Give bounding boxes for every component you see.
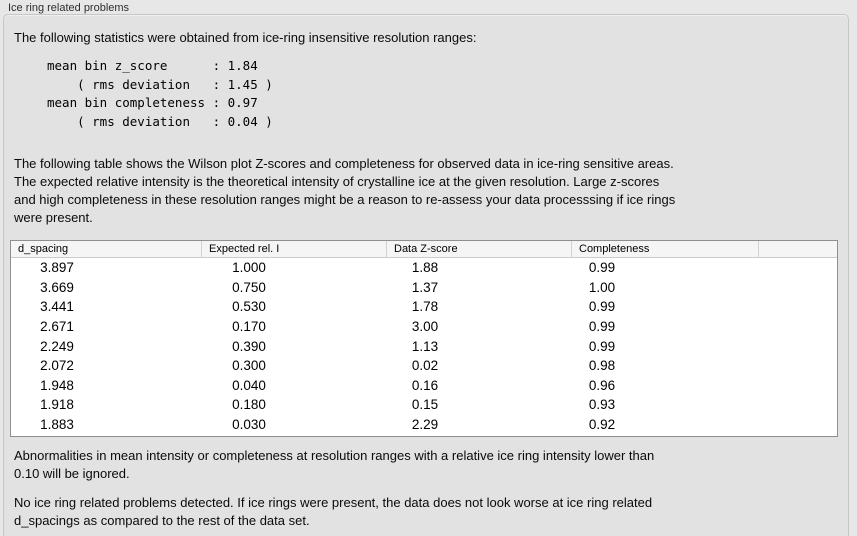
table-cell: 0.030 — [232, 417, 266, 433]
table-row[interactable]: 3.897 1.000 1.88 0.99 — [11, 258, 837, 278]
table-body: 3.897 1.000 1.88 0.99 3.669 0.750 1.37 1.00 3.44… — [11, 258, 837, 436]
table-cell: 0.98 — [588, 358, 616, 374]
table-row[interactable]: 3.441 0.530 1.78 0.99 — [11, 297, 837, 317]
column-header-d-spacing[interactable]: d_spacing — [18, 243, 69, 255]
table-cell: 0.99 — [588, 260, 616, 276]
table-cell: 2.072 — [40, 358, 74, 374]
table-cell: 0.170 — [232, 319, 266, 335]
table-cell: 1.000 — [232, 260, 266, 276]
table-cell-empty — [758, 415, 837, 435]
table-cell: 0.02 — [411, 358, 439, 374]
table-cell: 3.669 — [40, 279, 74, 295]
table-cell-empty — [758, 258, 837, 278]
table-cell: 1.948 — [40, 377, 74, 393]
table-row[interactable]: 2.249 0.390 1.13 0.99 — [11, 336, 837, 356]
table-cell: 0.99 — [588, 319, 616, 335]
table-cell: 0.040 — [232, 377, 266, 393]
table-cell-empty — [758, 278, 837, 298]
table-cell: 1.918 — [40, 397, 74, 413]
table-cell: 1.37 — [411, 279, 439, 295]
table-cell: 1.13 — [411, 338, 439, 354]
table-cell: 1.00 — [588, 279, 616, 295]
table-cell: 0.300 — [232, 358, 266, 374]
table-cell: 3.897 — [40, 260, 74, 276]
table-cell-empty — [758, 356, 837, 376]
column-header-expected-rel-i[interactable]: Expected rel. I — [201, 241, 386, 257]
table-cell: 0.92 — [588, 417, 616, 433]
table-cell: 3.441 — [40, 299, 74, 315]
table-cell-empty — [758, 317, 837, 337]
table-cell-empty — [758, 297, 837, 317]
table-cell: 0.750 — [232, 279, 266, 295]
table-cell: 0.93 — [588, 397, 616, 413]
table-cell: 1.883 — [40, 417, 74, 433]
ice-ring-table: d_spacing Expected rel. I Data Z-score C… — [10, 240, 838, 437]
table-cell: 0.96 — [588, 377, 616, 393]
table-row[interactable]: 2.671 0.170 3.00 0.99 — [11, 317, 837, 337]
stats-intro-text: The following statistics were obtained f… — [14, 30, 477, 45]
table-row[interactable]: 2.072 0.300 0.02 0.98 — [11, 356, 837, 376]
groupbox-title: Ice ring related problems — [8, 2, 130, 14]
table-cell: 2.29 — [411, 417, 439, 433]
bin-statistics-block: mean bin z_score : 1.84 ( rms deviation … — [47, 58, 273, 129]
footnote-text: Abnormalities in mean intensity or compl… — [14, 448, 655, 481]
table-cell: 0.99 — [588, 299, 616, 315]
table-cell: 2.249 — [40, 338, 74, 354]
table-cell: 0.180 — [232, 397, 266, 413]
table-cell: 0.99 — [588, 338, 616, 354]
column-header-data-z-score[interactable]: Data Z-score — [386, 241, 571, 257]
conclusion-text: No ice ring related problems detected. I… — [14, 495, 653, 528]
column-header-completeness[interactable]: Completeness — [571, 241, 758, 257]
table-cell: 2.671 — [40, 319, 74, 335]
table-cell: 0.530 — [232, 299, 266, 315]
table-row[interactable]: 3.669 0.750 1.37 1.00 — [11, 278, 837, 298]
table-cell: 1.78 — [411, 299, 439, 315]
table-cell-empty — [758, 376, 837, 396]
table-intro-text: The following table shows the Wilson plo… — [14, 156, 676, 225]
table-cell: 3.00 — [411, 319, 439, 335]
table-row[interactable]: 1.883 0.030 2.29 0.92 — [11, 415, 837, 435]
table-row[interactable]: 1.918 0.180 0.15 0.93 — [11, 395, 837, 415]
table-row[interactable]: 1.948 0.040 0.16 0.96 — [11, 376, 837, 396]
table-header-row: d_spacing Expected rel. I Data Z-score C… — [11, 241, 837, 258]
column-header-empty — [758, 241, 837, 257]
table-cell: 0.390 — [232, 338, 266, 354]
table-cell-empty — [758, 395, 837, 415]
table-cell: 0.16 — [411, 377, 439, 393]
table-cell: 1.88 — [411, 260, 439, 276]
table-cell-empty — [758, 336, 837, 356]
table-cell: 0.15 — [411, 397, 439, 413]
